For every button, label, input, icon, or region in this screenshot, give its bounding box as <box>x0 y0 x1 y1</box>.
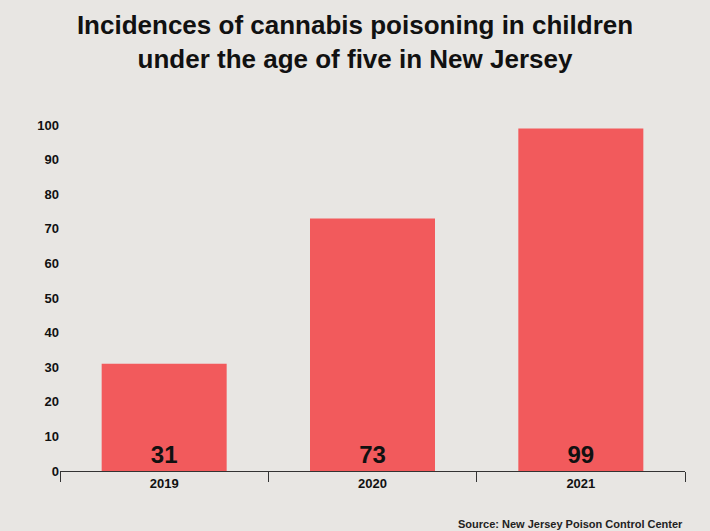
svg-text:2021: 2021 <box>566 476 595 491</box>
svg-text:100: 100 <box>37 118 59 133</box>
svg-text:70: 70 <box>45 221 59 236</box>
svg-text:10: 10 <box>45 429 59 444</box>
svg-text:30: 30 <box>45 360 59 375</box>
svg-text:99: 99 <box>567 441 594 468</box>
svg-text:80: 80 <box>45 187 59 202</box>
svg-text:0: 0 <box>52 464 59 479</box>
svg-text:50: 50 <box>45 291 59 306</box>
svg-text:2020: 2020 <box>358 476 387 491</box>
svg-text:73: 73 <box>359 441 386 468</box>
svg-text:90: 90 <box>45 152 59 167</box>
svg-text:Incidences of cannabis poisoni: Incidences of cannabis poisoning in chil… <box>77 10 633 74</box>
svg-text:40: 40 <box>45 325 59 340</box>
svg-text:60: 60 <box>45 256 59 271</box>
svg-text:31: 31 <box>151 441 178 468</box>
svg-text:Source: New Jersey Poison Cont: Source: New Jersey Poison Control Center <box>458 518 683 530</box>
svg-text:2019: 2019 <box>150 476 179 491</box>
svg-text:20: 20 <box>45 394 59 409</box>
